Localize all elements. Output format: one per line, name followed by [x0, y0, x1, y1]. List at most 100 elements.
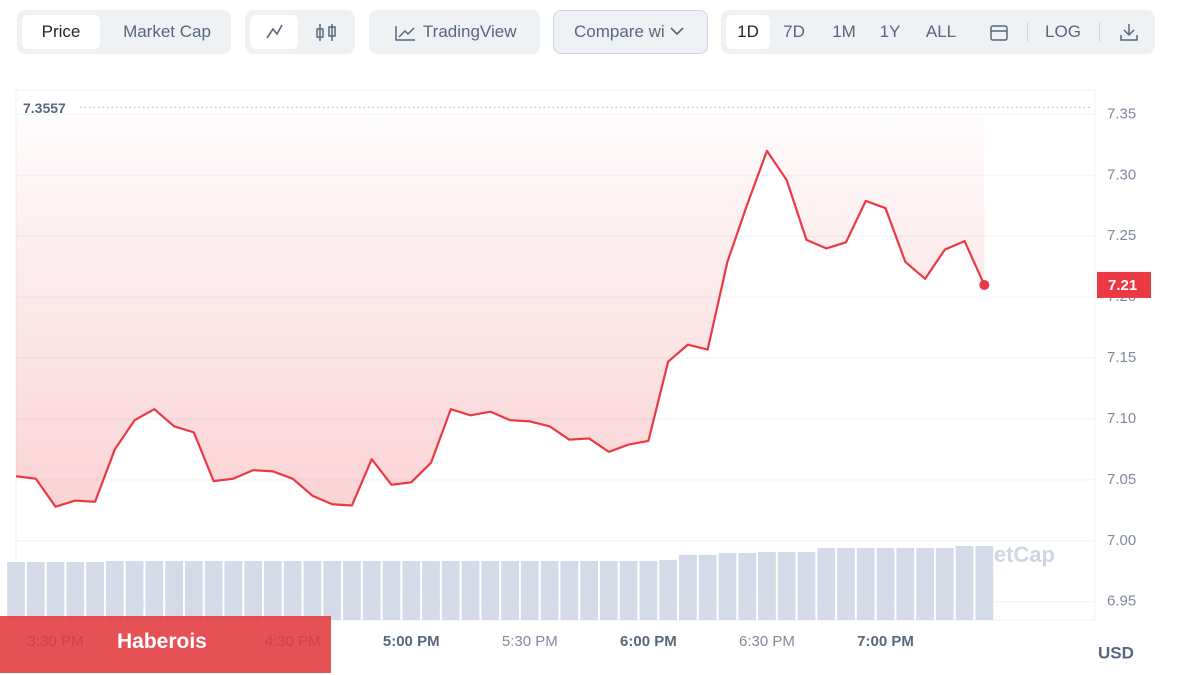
chevron	[670, 27, 685, 36]
volume-bar	[66, 562, 85, 620]
volume-bar	[264, 561, 282, 620]
volume-bar	[382, 561, 401, 620]
y-tick-label: 6.95	[1107, 593, 1136, 610]
volume-bar	[86, 562, 104, 620]
price-line	[15, 149, 986, 508]
compare-dropdown[interactable]: Compare wi	[553, 10, 708, 54]
overlay-text: Haberois	[117, 630, 207, 653]
volume-bar	[165, 561, 183, 620]
range-1d[interactable]: 1D	[726, 15, 770, 49]
volume-bar	[224, 561, 243, 620]
volume-bar	[896, 548, 915, 620]
calendar-button[interactable]	[979, 15, 1019, 49]
divider	[1027, 22, 1028, 42]
compare-button: Compare wi	[562, 15, 714, 49]
download-button[interactable]	[1109, 15, 1149, 49]
price-tab[interactable]: Price	[22, 15, 100, 49]
volume-bar	[46, 562, 65, 620]
volume-bar	[560, 561, 579, 620]
volume-bar	[540, 561, 559, 620]
volume-bar	[777, 552, 796, 620]
volume-bar	[639, 561, 658, 620]
volume-bar	[520, 561, 539, 620]
volume-bar	[323, 561, 342, 620]
y-tick-label: 7.15	[1107, 349, 1136, 366]
max-label: 7.3557	[23, 100, 66, 116]
y-tick-label: 7.30	[1107, 166, 1136, 183]
range-1y[interactable]: 1Y	[879, 22, 901, 41]
volume-bar	[817, 548, 836, 620]
volume-bar	[343, 561, 361, 620]
volume-bar	[145, 561, 164, 620]
volume-bar	[599, 561, 618, 620]
y-tick-label: 7.05	[1107, 471, 1136, 488]
volume-bar	[975, 546, 994, 620]
currency-label: USD	[1098, 643, 1134, 662]
y-tick-label: 7.00	[1107, 532, 1136, 549]
price-tag-label: 7.21	[1108, 277, 1137, 294]
x-tick-label: 7:00 PM	[857, 633, 914, 650]
volume-bar	[718, 553, 737, 620]
range-toggle: 1D 7D 1M 1Y ALL LOG	[721, 10, 1155, 54]
divider	[1099, 22, 1100, 42]
volume-bar	[856, 548, 875, 620]
volume-bar	[758, 552, 776, 620]
volume-bar	[659, 560, 678, 620]
volume-bar	[679, 555, 697, 620]
x-tick-label: 5:00 PM	[383, 633, 440, 650]
volume-bar	[105, 561, 124, 620]
y-tick-label: 7.35	[1107, 105, 1136, 122]
volume-bar	[7, 562, 25, 620]
volume-bar	[204, 561, 223, 620]
volume-bar	[362, 561, 381, 620]
log-button[interactable]: LOG	[1045, 22, 1081, 41]
range-7d[interactable]: 7D	[783, 22, 805, 41]
y-tick-label: 7.25	[1107, 227, 1136, 244]
y-tick-label: 7.10	[1107, 410, 1136, 427]
range-1m[interactable]: 1M	[832, 22, 856, 41]
volume-bar	[125, 561, 144, 620]
volume-bar	[26, 562, 45, 620]
volume-bar	[461, 561, 480, 620]
volume-bar	[184, 561, 203, 620]
overlay-banner: Haberois	[0, 616, 331, 673]
volume-bar	[580, 561, 598, 620]
volume-bar	[244, 561, 263, 620]
volume-bar	[619, 561, 638, 620]
volume-bar	[283, 561, 302, 620]
price-tag	[1097, 271, 1151, 298]
volume-bar	[916, 548, 934, 620]
line-chart-button[interactable]	[250, 15, 298, 49]
volume-bar	[501, 561, 519, 620]
volume-bar	[422, 561, 440, 620]
tradingview-label: TradingView	[422, 22, 517, 41]
volume-bar	[837, 548, 855, 620]
volume-bar	[876, 548, 895, 620]
x-tick-label: 6:00 PM	[620, 633, 677, 650]
calendar-icon	[990, 25, 1008, 41]
tradingview-button[interactable]: TradingView	[374, 15, 535, 49]
volume-bar	[698, 555, 717, 620]
tradingview-group: TradingView	[369, 10, 540, 54]
volume-bar	[441, 561, 460, 620]
area-fill	[16, 117, 985, 507]
compare-label: Compare wi	[574, 22, 665, 41]
range-all[interactable]: ALL	[925, 22, 957, 41]
view-toggle: Price Market Cap	[17, 10, 231, 54]
tv-icon	[394, 25, 415, 41]
download-icon	[1120, 24, 1138, 41]
x-tick-label: 6:30 PM	[739, 633, 795, 650]
volume-bar	[935, 548, 954, 620]
x-tick-label: 5:30 PM	[502, 633, 558, 650]
candle-chart-button[interactable]	[305, 15, 349, 49]
market-cap-tab[interactable]: Market Cap	[123, 22, 211, 41]
volume-bar	[955, 546, 974, 620]
volume-bar	[481, 561, 500, 620]
last-point	[979, 279, 990, 290]
volume-bar	[303, 561, 322, 620]
volume-bar	[402, 561, 421, 620]
volume-bar	[738, 553, 757, 620]
candle-icon	[316, 24, 336, 41]
